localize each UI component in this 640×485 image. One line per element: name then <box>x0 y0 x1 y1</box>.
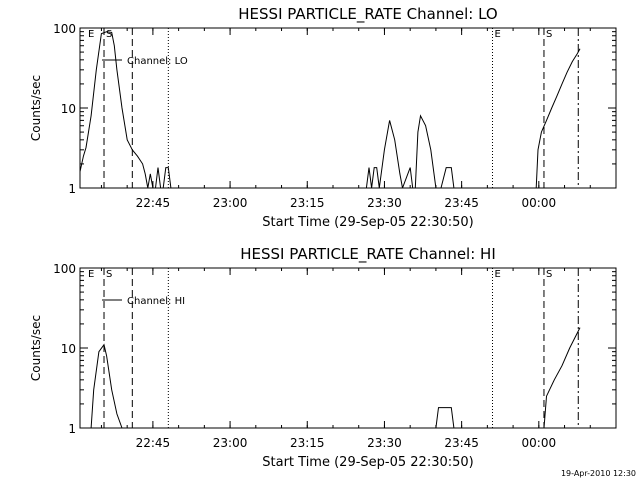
series-line <box>80 31 581 188</box>
annotation-label: S <box>546 269 552 280</box>
annotation-label: S <box>546 29 552 40</box>
legend-label: Channel: HI <box>127 296 185 307</box>
chart-title: HESSI PARTICLE_RATE Channel: HI <box>240 245 496 264</box>
x-tick-label: 00:00 <box>522 436 557 450</box>
x-tick-label: 23:30 <box>367 436 402 450</box>
y-tick-label: 100 <box>53 22 76 36</box>
series-line <box>90 327 581 428</box>
x-tick-label: 00:00 <box>522 196 557 210</box>
plot-frame <box>79 267 617 429</box>
annotation-label: S <box>106 29 112 40</box>
x-tick-label: 22:45 <box>136 436 171 450</box>
x-tick-label: 23:45 <box>444 196 479 210</box>
chart-title: HESSI PARTICLE_RATE Channel: LO <box>238 5 497 24</box>
y-tick-label: 1 <box>68 422 76 436</box>
y-tick-label: 10 <box>61 342 76 356</box>
x-tick-label: 22:45 <box>136 196 171 210</box>
plot-frame <box>79 27 617 189</box>
annotation-label: E <box>495 29 501 40</box>
x-tick-label: 23:00 <box>213 196 248 210</box>
x-tick-label: 23:15 <box>290 196 325 210</box>
x-tick-label: 23:30 <box>367 196 402 210</box>
x-tick-label: 23:15 <box>290 436 325 450</box>
annotation-label: S <box>106 269 112 280</box>
annotation-label: E <box>495 269 501 280</box>
y-tick-label: 100 <box>53 262 76 276</box>
annotation-label: E <box>88 269 94 280</box>
x-tick-label: 23:45 <box>444 436 479 450</box>
y-tick-label: 10 <box>61 102 76 116</box>
timestamp-label: 19-Apr-2010 12:30 <box>561 469 636 478</box>
annotation-label: E <box>88 29 94 40</box>
y-axis-label: Counts/sec <box>29 315 43 381</box>
panel-hi: HESSI PARTICLE_RATE Channel: HI Start Tim… <box>29 245 617 470</box>
legend-label: Channel: LO <box>127 56 188 67</box>
x-axis-label: Start Time (29-Sep-05 22:30:50) <box>262 215 473 230</box>
y-tick-label: 1 <box>68 182 76 196</box>
x-axis-label: Start Time (29-Sep-05 22:30:50) <box>262 455 473 470</box>
panel-lo: HESSI PARTICLE_RATE Channel: LO Start Tim… <box>29 5 617 230</box>
y-axis-label: Counts/sec <box>29 75 43 141</box>
x-tick-label: 23:00 <box>213 436 248 450</box>
